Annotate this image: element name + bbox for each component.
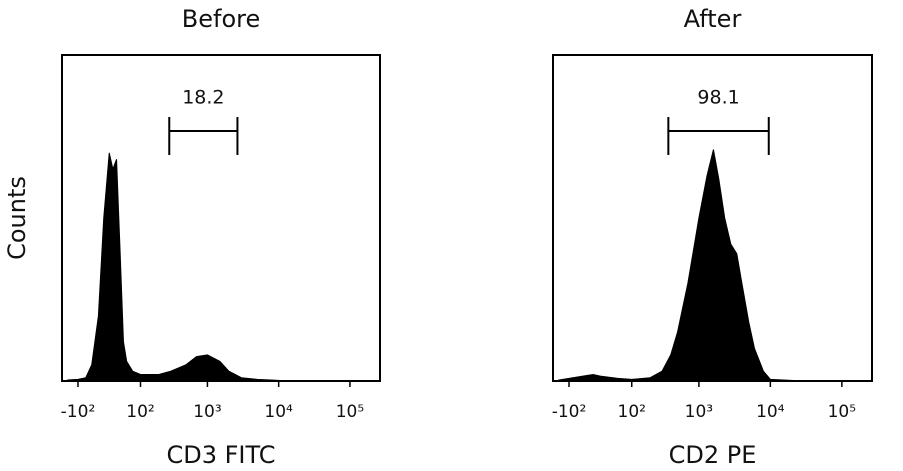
- x-tick-label: 10⁵: [336, 402, 364, 422]
- plot-frame: [61, 54, 381, 382]
- x-tick-label: 10³: [685, 402, 713, 422]
- x-tick-label: 10²: [618, 402, 646, 422]
- x-tick-label: -10²: [61, 402, 96, 422]
- gate-label: 18.2: [182, 87, 224, 109]
- gate-label: 98.1: [697, 87, 739, 109]
- x-tick-label: 10⁵: [828, 402, 856, 422]
- x-tick-label: 10³: [193, 402, 221, 422]
- x-tick-label: 10⁴: [756, 402, 785, 422]
- x-tick-label: 10⁴: [264, 402, 293, 422]
- x-tick-label: -10²: [552, 402, 587, 422]
- plot-frame: [552, 54, 873, 382]
- x-axis-label: CD3 FITC: [166, 441, 275, 469]
- histogram: [558, 149, 842, 382]
- panel-title: After: [684, 5, 742, 33]
- x-axis-label: CD2 PE: [669, 441, 757, 469]
- panel-title: Before: [182, 5, 260, 33]
- x-tick-label: 10²: [126, 402, 154, 422]
- y-axis-label: Counts: [3, 176, 31, 260]
- histogram: [67, 152, 350, 382]
